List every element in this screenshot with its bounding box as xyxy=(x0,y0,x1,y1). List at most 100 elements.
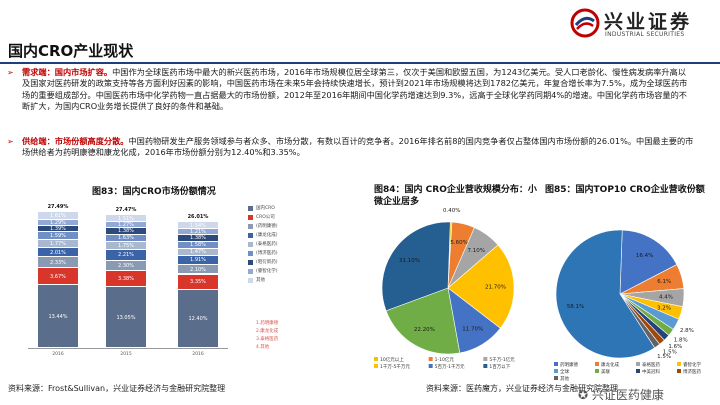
legend-swatch xyxy=(595,362,599,366)
legend-entry: 1千万-5千万元 xyxy=(380,363,410,370)
bar-segment-label: 2.30% xyxy=(118,262,134,269)
pie-slice xyxy=(447,244,515,329)
legend-swatch xyxy=(483,364,488,368)
legend-swatch xyxy=(636,362,640,366)
demand-text: 中国作为全球医药市场中最大的新兴医药市场，2016年市场规模位居全球第三，仅次于… xyxy=(22,67,688,112)
pie-slice-label: 1.5% xyxy=(663,349,677,355)
logo-mark-icon xyxy=(570,8,600,38)
bar-segment xyxy=(106,260,146,272)
bar-segment xyxy=(38,247,78,258)
pie-slice-label: 31.10% xyxy=(399,258,420,264)
bar-segment-label: 1.38% xyxy=(190,235,206,242)
chart-title-fig83: 图83：国内CRO市场份额情况 xyxy=(92,187,216,197)
legend-swatch xyxy=(248,206,253,211)
supply-highlight: 市场份额高度分散。 xyxy=(54,136,129,146)
legend-entry: 睿智化学 xyxy=(683,361,701,368)
pie-chart-revenue-scale: 0.40% 5.60%7.10% 21.70% 11.70% 22.20% 31.10% 1… xyxy=(374,208,515,370)
bar-segment xyxy=(178,264,218,275)
bar-total-label: 27.47% xyxy=(115,207,137,214)
legend-entry: 药明康德 xyxy=(560,361,578,368)
pie-slice xyxy=(619,229,678,295)
pie-slice-label: 11.70% xyxy=(462,327,483,333)
legend-entry: 5千万-1亿元 xyxy=(489,356,515,363)
bar-total-label: 26.01% xyxy=(187,214,209,221)
x-tick-label: 2015 xyxy=(120,352,132,357)
bar-segment-label: 1.38% xyxy=(118,228,134,235)
legend-entry: 其他 xyxy=(256,278,265,283)
bar-segment-label: 2.21% xyxy=(118,252,134,259)
legend-entry: 1百万以下 xyxy=(489,364,510,370)
legend-entry: CRO公司 xyxy=(256,215,275,220)
demand-highlight: 国内市场扩容。 xyxy=(54,67,113,77)
legend-entry: 国内CRO xyxy=(256,206,275,211)
bar-segment-label: 1.51% xyxy=(118,215,134,222)
legend-entry: 康龙化成 xyxy=(601,361,619,368)
bar-segment xyxy=(106,228,146,235)
pie-slice xyxy=(381,221,451,312)
supply-lead: 供给端： xyxy=(22,136,55,146)
legend-entry: 博济医药 xyxy=(683,368,701,375)
bar-segment-label: 12.40% xyxy=(188,316,208,323)
pie-slice-label: 1.6% xyxy=(668,344,682,350)
logo-text-en: INDUSTRIAL SECURITIES xyxy=(605,31,685,38)
bar-segment-label: 13.44% xyxy=(48,313,68,320)
bar-segment-label: 2.10% xyxy=(190,266,206,273)
legend-entry: (康龙化成) xyxy=(256,233,278,238)
pie-slice xyxy=(555,229,656,359)
bar-segment xyxy=(106,215,146,223)
legend-entry: 中美冠科 xyxy=(642,368,660,375)
title-divider xyxy=(0,62,720,64)
source-note-left: 资料来源：Frost&Sullivan，兴业证券经济与金融研究院整理 xyxy=(8,384,226,393)
bar-segment xyxy=(178,241,218,249)
bar-segment xyxy=(178,290,218,348)
bar-segment xyxy=(106,250,146,261)
bar-segment-label: 1.39% xyxy=(50,225,66,232)
arrow-bullet-icon: ➢ xyxy=(7,68,14,77)
bar-segment xyxy=(38,219,78,226)
bar-segment-label: 2.01% xyxy=(50,249,66,256)
legend-entry: (博济医药) xyxy=(256,251,278,256)
legend-entry: (药明康德) xyxy=(256,224,278,229)
legend-swatch xyxy=(248,215,253,220)
pie-slice-label: 58.1% xyxy=(567,304,584,310)
bar-segment xyxy=(178,274,218,291)
legend-swatch xyxy=(595,369,599,373)
legend-entry: 泰格医药 xyxy=(642,361,660,368)
legend-note: 3.泰格医药 xyxy=(256,337,279,342)
supply-text: 中国药物研发生产服务领域参与者众多、市场分散，有数以百计的竞争者。2016年排名… xyxy=(22,136,694,158)
bar-segment xyxy=(38,239,78,248)
bar-segment xyxy=(178,248,218,256)
pie-slice-label: 6.1% xyxy=(657,279,671,285)
legend-entry: 美联 xyxy=(601,368,610,375)
watermark: ✪ 兴证医药健康 xyxy=(578,386,664,403)
bar-segment xyxy=(38,225,78,233)
pie-slice-label: 3.2% xyxy=(657,306,671,312)
pie-slice-label: 4.4% xyxy=(659,295,673,301)
bar-total-label: 27.49% xyxy=(47,204,69,211)
legend-swatch xyxy=(554,369,558,373)
bar-segment xyxy=(106,242,146,251)
wechat-icon: ✪ xyxy=(578,388,589,402)
legend-note: 4.其他 xyxy=(256,345,270,350)
bar-segment-label: 1.75% xyxy=(118,243,134,250)
bar-segment-label: 1.58% xyxy=(190,242,206,249)
x-axis-line xyxy=(28,348,228,349)
pie-chart-top10-share: 16.4%6.1%4.4%3.2%2.8%1.8%1.6%1.5%1.5%58.… xyxy=(554,229,701,382)
bar-segment xyxy=(106,222,146,229)
bar-segment-label: 1.77% xyxy=(50,240,66,247)
stacked-bar-chart: 13.44% 3.67% 2.33% 2.01% 1.77% 1.59% 1.39% 1.29… xyxy=(10,200,360,370)
bar-segment-label: 13.05% xyxy=(116,314,136,321)
legend-entry: 10亿元以上 xyxy=(380,356,404,363)
bar-segment xyxy=(178,235,218,242)
pie-slice-label: 1.5% xyxy=(657,354,671,360)
pie-slice-label: 7.10% xyxy=(467,248,484,254)
legend-swatch xyxy=(248,260,253,265)
legend-swatch xyxy=(636,369,640,373)
legend-swatch xyxy=(677,369,681,373)
pie-slice-label: 22.20% xyxy=(414,327,435,333)
legend-swatch xyxy=(248,224,253,229)
bar-segment-label: 1.63% xyxy=(118,235,134,242)
legend-note: 2.康龙化成 xyxy=(256,329,279,334)
legend-entry: (昭衍新药) xyxy=(256,260,278,265)
x-tick-label: 2016 xyxy=(52,352,64,357)
